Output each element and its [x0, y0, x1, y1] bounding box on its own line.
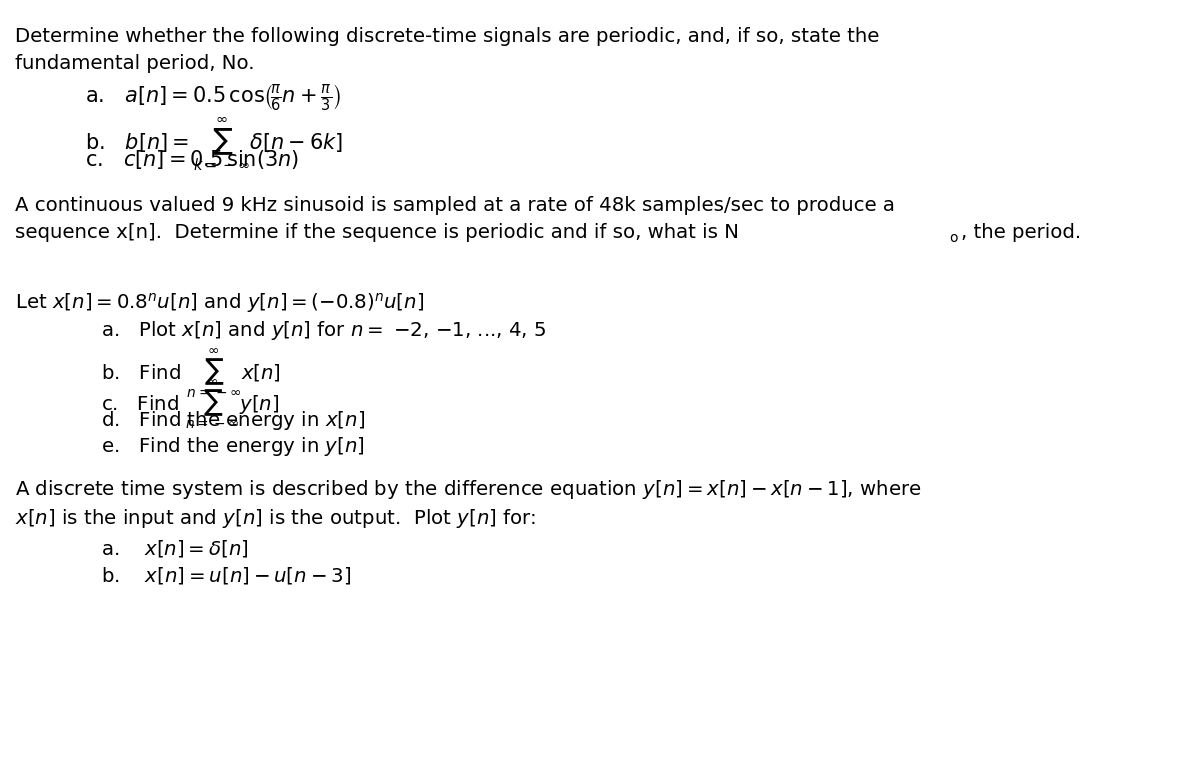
Text: o: o: [950, 231, 958, 245]
Text: a.   $a[n] = 0.5\,\cos\!\left(\!\frac{\pi}{6}n + \frac{\pi}{3}\right)$: a. $a[n] = 0.5\,\cos\!\left(\!\frac{\pi}…: [85, 83, 342, 114]
Text: b.   Find $\sum_{n=-\infty}^{\infty} x[n]$: b. Find $\sum_{n=-\infty}^{\infty} x[n]$: [101, 347, 280, 399]
Text: c.   Find $\sum_{n=-\infty}^{\infty} y[n]$: c. Find $\sum_{n=-\infty}^{\infty} y[n]$: [101, 378, 279, 430]
Text: d.   Find the energy in $x[n]$: d. Find the energy in $x[n]$: [101, 409, 364, 432]
Text: e.   Find the energy in $y[n]$: e. Find the energy in $y[n]$: [101, 435, 364, 458]
Text: a.    $x[n] = \delta[n]$: a. $x[n] = \delta[n]$: [101, 538, 248, 559]
Text: fundamental period, No.: fundamental period, No.: [15, 54, 254, 73]
Text: sequence x[n].  Determine if the sequence is periodic and if so, what is N: sequence x[n]. Determine if the sequence…: [15, 223, 739, 242]
Text: A discrete time system is described by the difference equation $y[n] = x[n] - x[: A discrete time system is described by t…: [15, 478, 922, 501]
Text: , the period.: , the period.: [961, 223, 1080, 242]
Text: Let $x[n] = 0.8^n u[n]$ and $y[n] = (-0.8)^n u[n]$: Let $x[n] = 0.8^n u[n]$ and $y[n] = (-0.…: [15, 291, 425, 315]
Text: A continuous valued 9 kHz sinusoid is sampled at a rate of 48k samples/sec to pr: A continuous valued 9 kHz sinusoid is sa…: [15, 196, 896, 214]
Text: Determine whether the following discrete-time signals are periodic, and, if so, : Determine whether the following discrete…: [15, 27, 880, 46]
Text: c.   $c[n] = 0.5\,\sin(3n)$: c. $c[n] = 0.5\,\sin(3n)$: [85, 148, 299, 171]
Text: $x[n]$ is the input and $y[n]$ is the output.  Plot $y[n]$ for:: $x[n]$ is the input and $y[n]$ is the ou…: [15, 507, 537, 530]
Text: b.   $b[n] = \sum_{k=-\infty}^{\infty}\delta[n-6k]$: b. $b[n] = \sum_{k=-\infty}^{\infty}\del…: [85, 115, 343, 172]
Text: a.   Plot $x[n]$ and $y[n]$ for $n =$ −2, −1, ..., 4, 5: a. Plot $x[n]$ and $y[n]$ for $n =$ −2, …: [101, 319, 545, 342]
Text: b.    $x[n] = u[n] - u[n-3]$: b. $x[n] = u[n] - u[n-3]$: [101, 565, 350, 586]
